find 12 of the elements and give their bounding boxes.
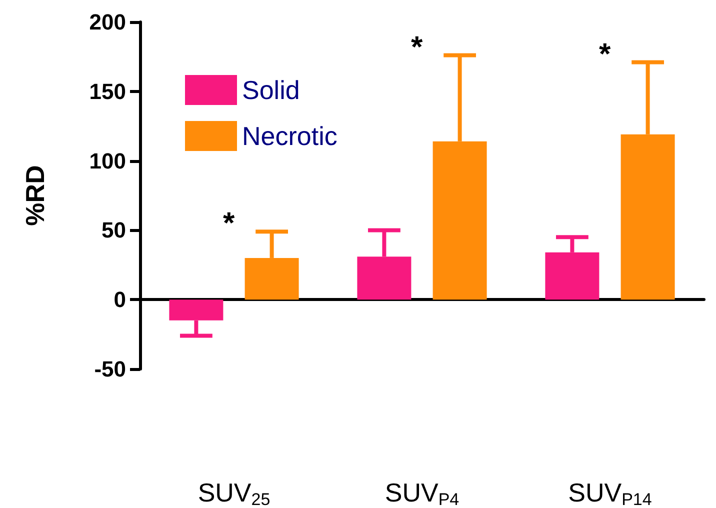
y-tick-label: 0 xyxy=(114,287,126,312)
y-tick-label: 100 xyxy=(89,148,126,174)
y-tick-label: 50 xyxy=(102,218,126,243)
y-tick-label: -50 xyxy=(94,356,126,382)
y-tick-label: 150 xyxy=(89,78,126,104)
annotation: * xyxy=(222,207,235,240)
legend-label: Solid xyxy=(242,75,300,105)
annotation: * xyxy=(410,30,423,64)
legend-label: Necrotic xyxy=(242,121,338,151)
annotation: * xyxy=(598,38,611,71)
y-tick-label: 200 xyxy=(89,10,126,34)
y-axis-title: %RD xyxy=(20,165,50,226)
